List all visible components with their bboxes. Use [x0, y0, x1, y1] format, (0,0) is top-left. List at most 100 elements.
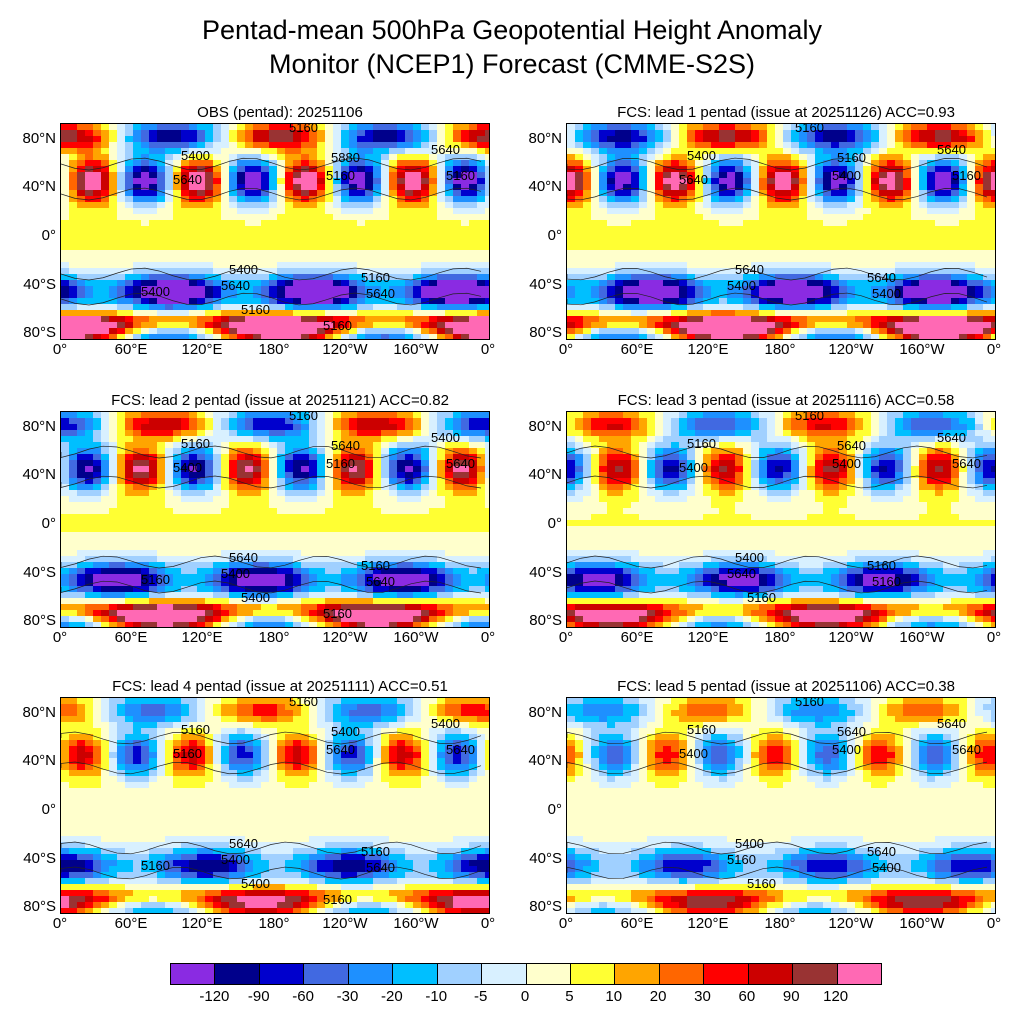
anomaly-map: 5160 5160 5160 5400 5640 5400 5640 5640 5400 5160… [60, 697, 490, 914]
colorbar-swatch [482, 964, 527, 984]
lat-tick-label: 40°N [528, 752, 562, 769]
contour-label: 5400 [832, 168, 861, 183]
contour-label: 5640 [446, 742, 475, 757]
lat-tick-label: 80°N [528, 704, 562, 721]
lon-tick-label: 0° [52, 915, 68, 932]
map-panel: OBS (pentad): 20251106 5160 5400 5640 5880 51… [22, 104, 500, 360]
lon-tick-label: 0° [558, 341, 574, 358]
lat-tick-label: 40°N [22, 752, 56, 769]
anomaly-field: 5160540056405880516056405160540056405160… [61, 124, 489, 339]
contour-label: 5640 [735, 262, 764, 277]
lat-tick-label: 80°S [529, 898, 562, 915]
height-contour [61, 731, 482, 745]
lat-tick-label: 40°S [23, 564, 56, 581]
contour-label: 5400 [679, 460, 708, 475]
contour-label: 5160 [181, 722, 210, 737]
contour-label: 5640 [727, 566, 756, 581]
contour-label: 5400 [832, 742, 861, 757]
colorbar-label: 10 [605, 988, 623, 1005]
contour-label: 5400 [241, 876, 270, 891]
lon-tick-label: 120°E [687, 341, 729, 358]
height-contour [567, 445, 988, 459]
anomaly-field: 5160516054005640516054005640564054005160… [61, 412, 489, 627]
lat-tick-label: 40°S [23, 850, 56, 867]
map-panel: FCS: lead 4 pentad (issue at 20251111) A… [22, 678, 500, 934]
colorbar-swatch [615, 964, 660, 984]
panel-title: FCS: lead 2 pentad (issue at 20251121) A… [111, 392, 449, 409]
lat-tick-label: 40°N [528, 178, 562, 195]
panel-title: FCS: lead 4 pentad (issue at 20251111) A… [112, 678, 448, 695]
panel-title: FCS: lead 5 pentad (issue at 20251106) A… [617, 678, 955, 695]
contour-label: 5160 [747, 876, 776, 891]
contour-label: 5160 [173, 746, 202, 761]
contour-label: 5160 [727, 852, 756, 867]
lon-tick-label: 120°W [322, 915, 368, 932]
colorbar-label: 30 [694, 988, 711, 1005]
height-contour [567, 841, 988, 855]
contour-label: 5400 [872, 860, 901, 875]
lon-tick-label: 60°E [620, 629, 654, 646]
lon-tick-label: 0° [558, 915, 574, 932]
height-contour [567, 555, 988, 569]
lon-tick-label: 160°W [899, 629, 945, 646]
colorbar-label: -20 [381, 988, 403, 1005]
anomaly-field: 5160516054005640540056405640540056405160… [567, 412, 995, 627]
contour-label: 5160 [289, 124, 318, 135]
height-contour [61, 841, 482, 855]
contour-label: 5160 [361, 270, 390, 285]
colorbar-label: 0 [520, 988, 530, 1005]
contour-label: 5160 [952, 168, 981, 183]
anomaly-map: 5160 5160 5400 5640 5160 5400 5640 5640 5400 5160… [60, 411, 490, 628]
lon-tick-label: 120°W [322, 341, 368, 358]
lon-tick-label: 180° [764, 341, 796, 358]
contour-label: 5640 [366, 286, 395, 301]
contour-label: 5640 [366, 860, 395, 875]
lon-tick-label: 120°E [181, 341, 223, 358]
lon-tick-label: 180° [258, 629, 290, 646]
lon-tick-label: 60°E [620, 341, 654, 358]
lon-tick-label: 60°E [114, 341, 148, 358]
contour-label: 5160 [795, 412, 824, 423]
height-contour [567, 475, 988, 489]
lon-tick-label: 120°W [828, 915, 874, 932]
height-contour [61, 866, 482, 880]
lat-tick-label: 0° [547, 801, 562, 818]
contour-label: 5640 [229, 836, 258, 851]
colorbar-label: -5 [473, 988, 488, 1005]
colorbar-swatch [526, 964, 571, 984]
contour-label: 5400 [431, 430, 460, 445]
lon-tick-label: 120°W [322, 629, 368, 646]
lon-tick-label: 120°E [181, 915, 223, 932]
contour-label: 5160 [872, 574, 901, 589]
height-contour [61, 187, 482, 201]
contour-label: 5640 [446, 456, 475, 471]
contour-label: 5160 [361, 558, 390, 573]
lat-tick-label: 80°N [528, 130, 562, 147]
contour-label: 5400 [173, 460, 202, 475]
height-contour [567, 866, 988, 880]
anomaly-map: 5160 5160 5400 5640 5400 5640 5640 5400 5160 5640… [566, 697, 996, 914]
contour-label: 5160 [289, 698, 318, 709]
colorbar-label: 5 [565, 988, 574, 1005]
colorbar-swatch [437, 964, 483, 984]
map-panel: FCS: lead 1 pentad (issue at 20251126) A… [528, 104, 1006, 360]
height-contour [567, 267, 988, 281]
contour-label: 5640 [867, 844, 896, 859]
contour-label: 5160 [687, 722, 716, 737]
height-contour [61, 157, 482, 171]
height-contour [61, 580, 482, 594]
contour-label: 5160 [747, 590, 776, 605]
contour-label: 5400 [679, 746, 708, 761]
contour-label: 5160 [795, 698, 824, 709]
contour-label: 5160 [241, 302, 270, 317]
contour-label: 5640 [331, 438, 360, 453]
lat-tick-label: 40°S [23, 276, 56, 293]
contour-label: 5160 [837, 150, 866, 165]
lat-tick-label: 80°S [529, 324, 562, 341]
height-contour [567, 761, 988, 775]
contour-label: 5160 [326, 456, 355, 471]
colorbar-swatch [837, 964, 881, 984]
lat-tick-label: 0° [41, 227, 56, 244]
map-panel: FCS: lead 5 pentad (issue at 20251106) A… [528, 678, 1006, 934]
height-contour [61, 761, 482, 775]
